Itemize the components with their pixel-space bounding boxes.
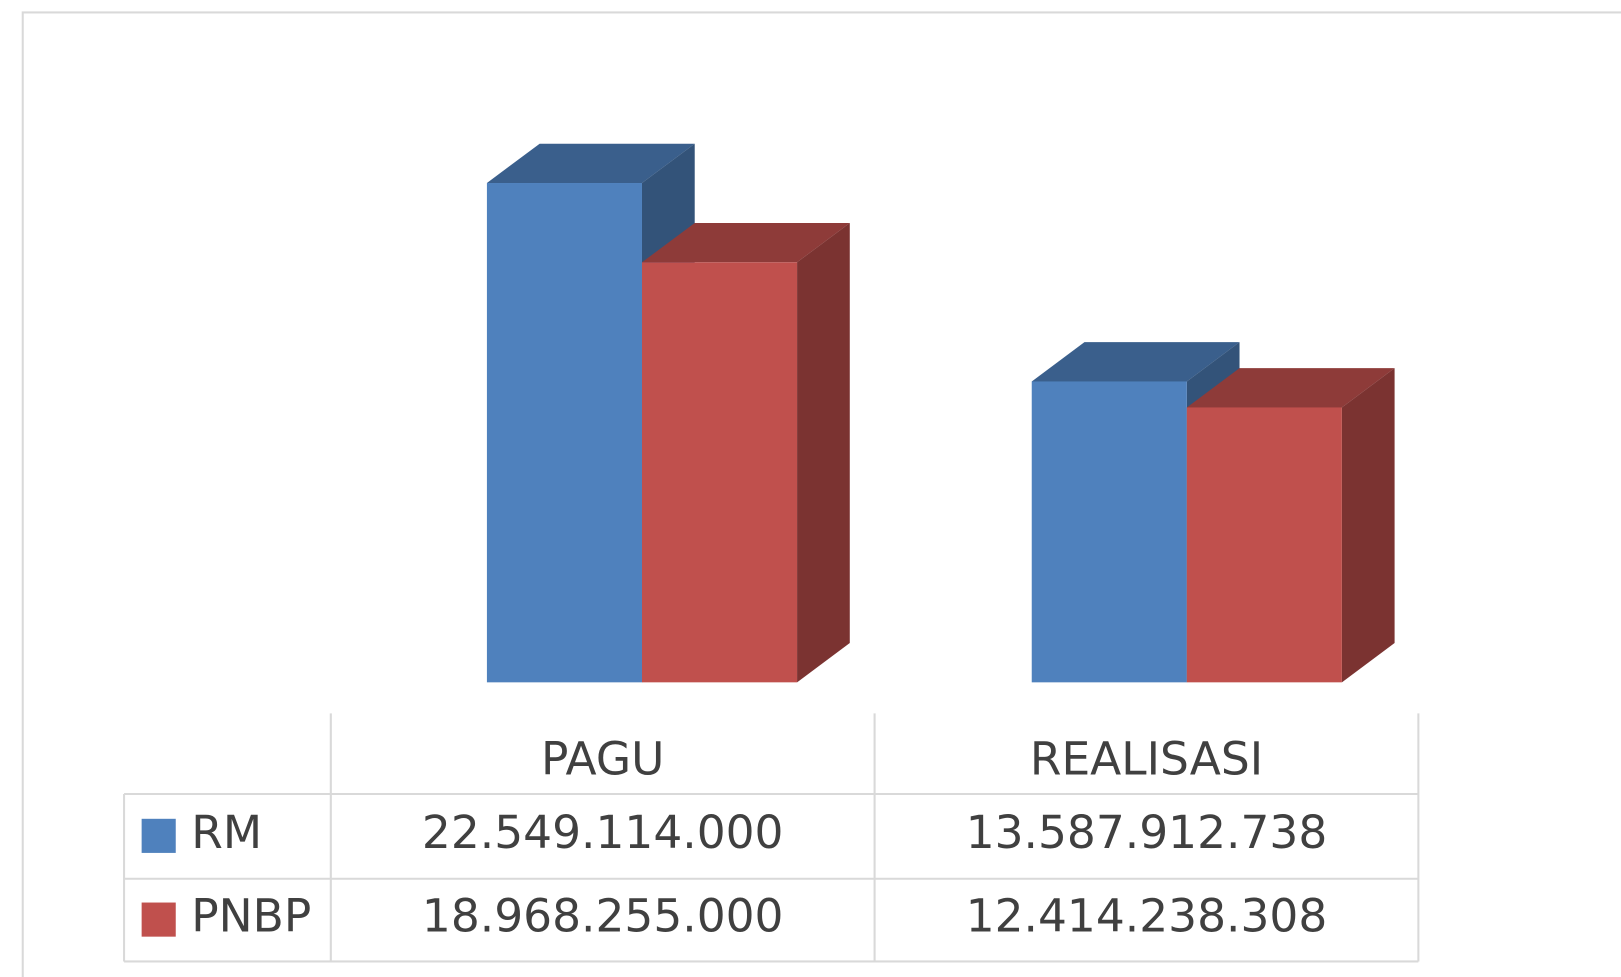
data-table-grid [123, 713, 1420, 963]
legend-swatch [141, 818, 176, 853]
category-label: REALISASI [1030, 732, 1263, 785]
bar-side [797, 223, 850, 683]
bar [1186, 407, 1342, 683]
legend-label: PNBP [191, 890, 311, 943]
table-value: 18.968.255.000 [422, 890, 784, 943]
bar [486, 183, 642, 683]
bar-top [486, 143, 695, 184]
bar-top [1031, 342, 1240, 382]
table-value: 12.414.238.308 [966, 890, 1328, 943]
category-label: PAGU [541, 732, 664, 785]
legend-swatch [141, 902, 176, 937]
bar-side [1341, 368, 1395, 683]
table-value: 13.587.912.738 [966, 806, 1328, 859]
bar-top [1186, 368, 1395, 408]
table-value: 22.549.114.000 [422, 806, 784, 859]
legend-label: RM [191, 806, 262, 859]
bar [641, 262, 798, 683]
bar [1031, 381, 1187, 683]
bar-top [641, 223, 850, 263]
